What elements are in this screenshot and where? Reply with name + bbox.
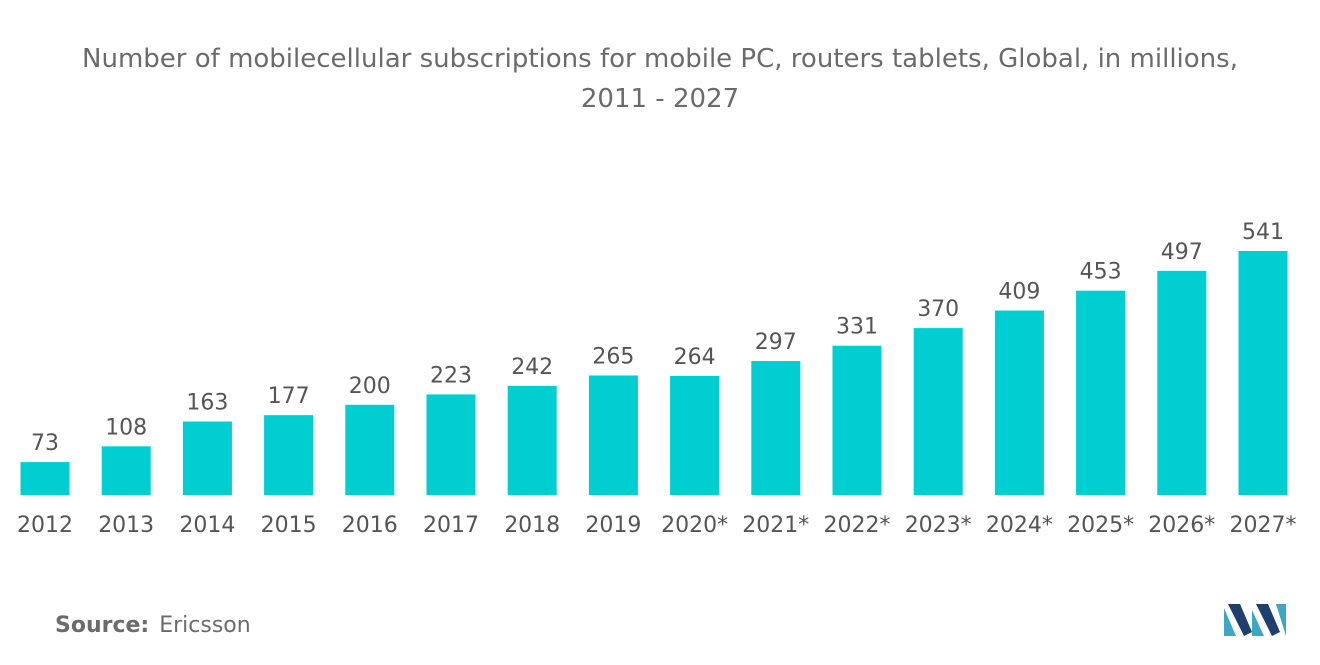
x-tick-label: 2024*: [986, 513, 1053, 538]
x-tick-label: 2016: [342, 513, 398, 538]
data-label: 73: [31, 431, 59, 456]
source-note: Source: Ericsson: [55, 613, 251, 638]
data-label: 297: [755, 330, 797, 355]
data-label: 264: [674, 345, 716, 370]
bar-2025: [1076, 290, 1126, 495]
bar-2014: [182, 421, 232, 495]
x-tick-label: 2026*: [1148, 513, 1215, 538]
chart-title: Number of mobilecellular subscriptions f…: [0, 39, 1320, 119]
data-label: 108: [105, 415, 147, 440]
bar-2012: [20, 462, 70, 495]
bar-2019: [588, 375, 638, 495]
bar-chart: 73 2012 108 2013 163 2014 177 2015 200 2016 223 201…: [17, 220, 1297, 538]
x-tick-label: 2013: [98, 513, 154, 538]
bar-2017: [426, 394, 476, 495]
source-label: Source:: [55, 613, 150, 638]
bar-2027: [1238, 251, 1288, 495]
bar-2022: [832, 345, 882, 495]
bar-2023: [913, 328, 963, 495]
data-label: 163: [186, 390, 228, 415]
x-tick-label: 2023*: [905, 513, 972, 538]
x-tick-label: 2015: [261, 513, 317, 538]
x-tick-label: 2025*: [1067, 513, 1134, 538]
chart-title-line-1: Number of mobilecellular subscriptions f…: [82, 44, 1238, 75]
x-tick-label: 2017: [423, 513, 479, 538]
data-label: 409: [998, 280, 1040, 305]
bar-2021: [751, 361, 801, 495]
x-tick-label: 2022*: [824, 513, 891, 538]
chart-title-line-2: 2011 - 2027: [580, 84, 740, 115]
data-label: 265: [592, 344, 634, 369]
x-tick-label: 2021*: [742, 513, 809, 538]
source-value: Ericsson: [159, 613, 251, 638]
x-tick-label: 2019: [585, 513, 641, 538]
data-label: 242: [511, 355, 553, 380]
bar-2018: [507, 385, 557, 495]
bar-2013: [101, 446, 151, 495]
bar-2015: [264, 415, 314, 495]
x-tick-label: 2020*: [661, 513, 728, 538]
bar-2024: [994, 310, 1044, 495]
x-tick-label: 2027*: [1230, 513, 1297, 538]
data-label: 541: [1242, 220, 1284, 245]
data-label: 453: [1080, 260, 1122, 285]
data-label: 497: [1161, 240, 1203, 265]
data-label: 177: [268, 384, 310, 409]
mordor-logo-icon: [1224, 604, 1286, 636]
bar-2026: [1157, 270, 1207, 495]
data-label: 223: [430, 363, 472, 388]
x-tick-label: 2014: [179, 513, 235, 538]
data-label: 370: [917, 297, 959, 322]
data-label: 200: [349, 374, 391, 399]
x-tick-label: 2012: [17, 513, 73, 538]
x-tick-label: 2018: [504, 513, 560, 538]
bar-2020: [670, 375, 720, 495]
bar-2016: [345, 404, 395, 495]
data-label: 331: [836, 315, 878, 340]
